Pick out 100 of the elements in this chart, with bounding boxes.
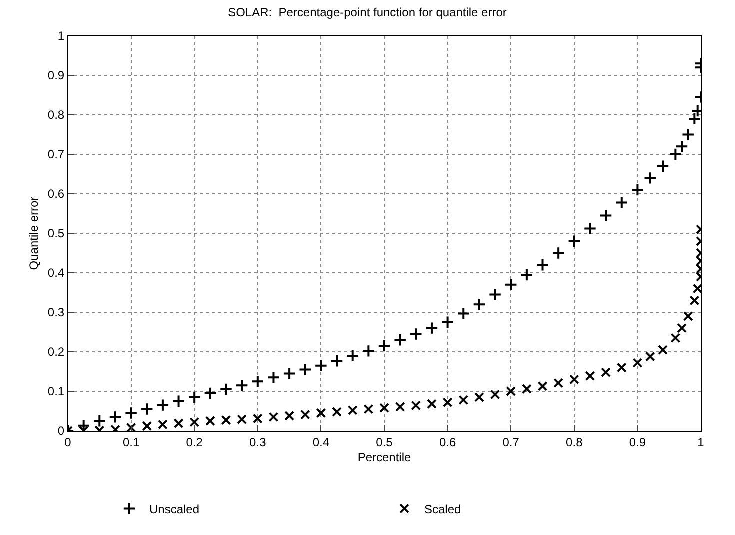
point xyxy=(669,148,682,162)
point xyxy=(488,288,502,302)
x-tick-label: 0.6 xyxy=(439,435,456,450)
point xyxy=(616,362,627,373)
point xyxy=(124,406,138,420)
point xyxy=(644,172,657,185)
x-tick-label: 0.3 xyxy=(250,435,267,450)
point xyxy=(282,367,296,380)
chart-title: SOLAR: Percentage-point function for quantile error xyxy=(228,5,507,20)
point xyxy=(658,345,668,356)
y-tick-label: 0.5 xyxy=(48,226,65,241)
point xyxy=(284,410,295,421)
point xyxy=(410,328,423,341)
point xyxy=(690,296,700,306)
point xyxy=(395,402,406,412)
point xyxy=(300,410,310,420)
y-axis-title: Quantile error xyxy=(27,196,42,270)
x-tick-label: 1 xyxy=(698,435,705,450)
point xyxy=(268,412,279,422)
point xyxy=(425,322,439,335)
legend-label: Unscaled xyxy=(150,502,200,516)
x-tick-label: 0.9 xyxy=(629,435,646,450)
point xyxy=(267,371,280,384)
y-tick-label: 1 xyxy=(58,29,65,44)
point xyxy=(380,403,390,414)
point xyxy=(569,374,580,385)
point xyxy=(568,234,581,248)
point xyxy=(330,354,344,368)
x-tick-label: 0.2 xyxy=(186,435,204,450)
point xyxy=(426,399,437,410)
point xyxy=(522,384,532,394)
point xyxy=(188,390,202,404)
point xyxy=(93,414,106,428)
y-tick-label: 0.1 xyxy=(48,384,65,399)
x-axis-title: Percentile xyxy=(358,450,412,464)
point xyxy=(631,183,644,197)
point xyxy=(172,394,186,408)
point xyxy=(394,334,407,347)
point xyxy=(506,386,516,396)
point xyxy=(251,375,264,388)
point xyxy=(520,268,534,282)
point xyxy=(108,410,122,424)
point xyxy=(221,415,232,426)
point xyxy=(252,414,263,424)
y-tick-label: 0.4 xyxy=(48,266,65,280)
x-tick-label: 0.5 xyxy=(376,435,394,450)
point xyxy=(675,140,689,154)
point xyxy=(140,402,154,416)
point xyxy=(682,128,695,142)
y-tick-label: 0.9 xyxy=(48,68,65,83)
point xyxy=(683,311,694,322)
point xyxy=(599,209,613,222)
point xyxy=(554,378,564,388)
point xyxy=(411,400,422,411)
point xyxy=(235,378,249,392)
x-tick-label: 0.8 xyxy=(566,435,584,450)
y-tick-label: 0.7 xyxy=(48,148,65,162)
x-tick-label: 0.4 xyxy=(312,435,330,450)
point xyxy=(174,418,184,428)
point xyxy=(670,333,681,344)
point xyxy=(205,416,216,426)
legend-label: Scaled xyxy=(424,502,462,516)
point xyxy=(677,323,688,334)
x-tick-label: 0.1 xyxy=(122,435,140,450)
point xyxy=(585,371,596,382)
point xyxy=(632,358,643,368)
point xyxy=(536,258,550,272)
point xyxy=(474,392,484,402)
x-tick-label: 0.7 xyxy=(502,435,520,450)
point xyxy=(158,420,168,430)
y-tick-label: 0.6 xyxy=(48,187,65,202)
point xyxy=(204,386,218,400)
point xyxy=(220,382,233,396)
y-tick-label: 0.3 xyxy=(48,306,65,320)
point xyxy=(645,352,656,362)
point xyxy=(316,408,326,418)
point xyxy=(458,395,469,406)
point xyxy=(457,307,470,320)
point xyxy=(688,112,701,126)
point xyxy=(441,316,454,329)
point xyxy=(237,414,248,425)
point xyxy=(442,398,453,408)
point xyxy=(615,196,628,210)
point xyxy=(156,398,170,412)
point xyxy=(552,246,566,260)
point xyxy=(364,404,374,414)
point xyxy=(332,407,342,418)
point xyxy=(298,363,312,376)
point xyxy=(472,298,486,312)
point xyxy=(348,405,358,416)
point xyxy=(504,278,518,292)
point xyxy=(126,422,136,431)
point xyxy=(77,419,90,431)
y-tick-label: 0 xyxy=(58,424,65,438)
y-tick-label: 0.8 xyxy=(48,108,65,122)
point xyxy=(378,339,392,353)
point xyxy=(584,222,597,236)
point xyxy=(346,349,360,363)
point xyxy=(490,390,500,400)
point xyxy=(142,421,152,431)
